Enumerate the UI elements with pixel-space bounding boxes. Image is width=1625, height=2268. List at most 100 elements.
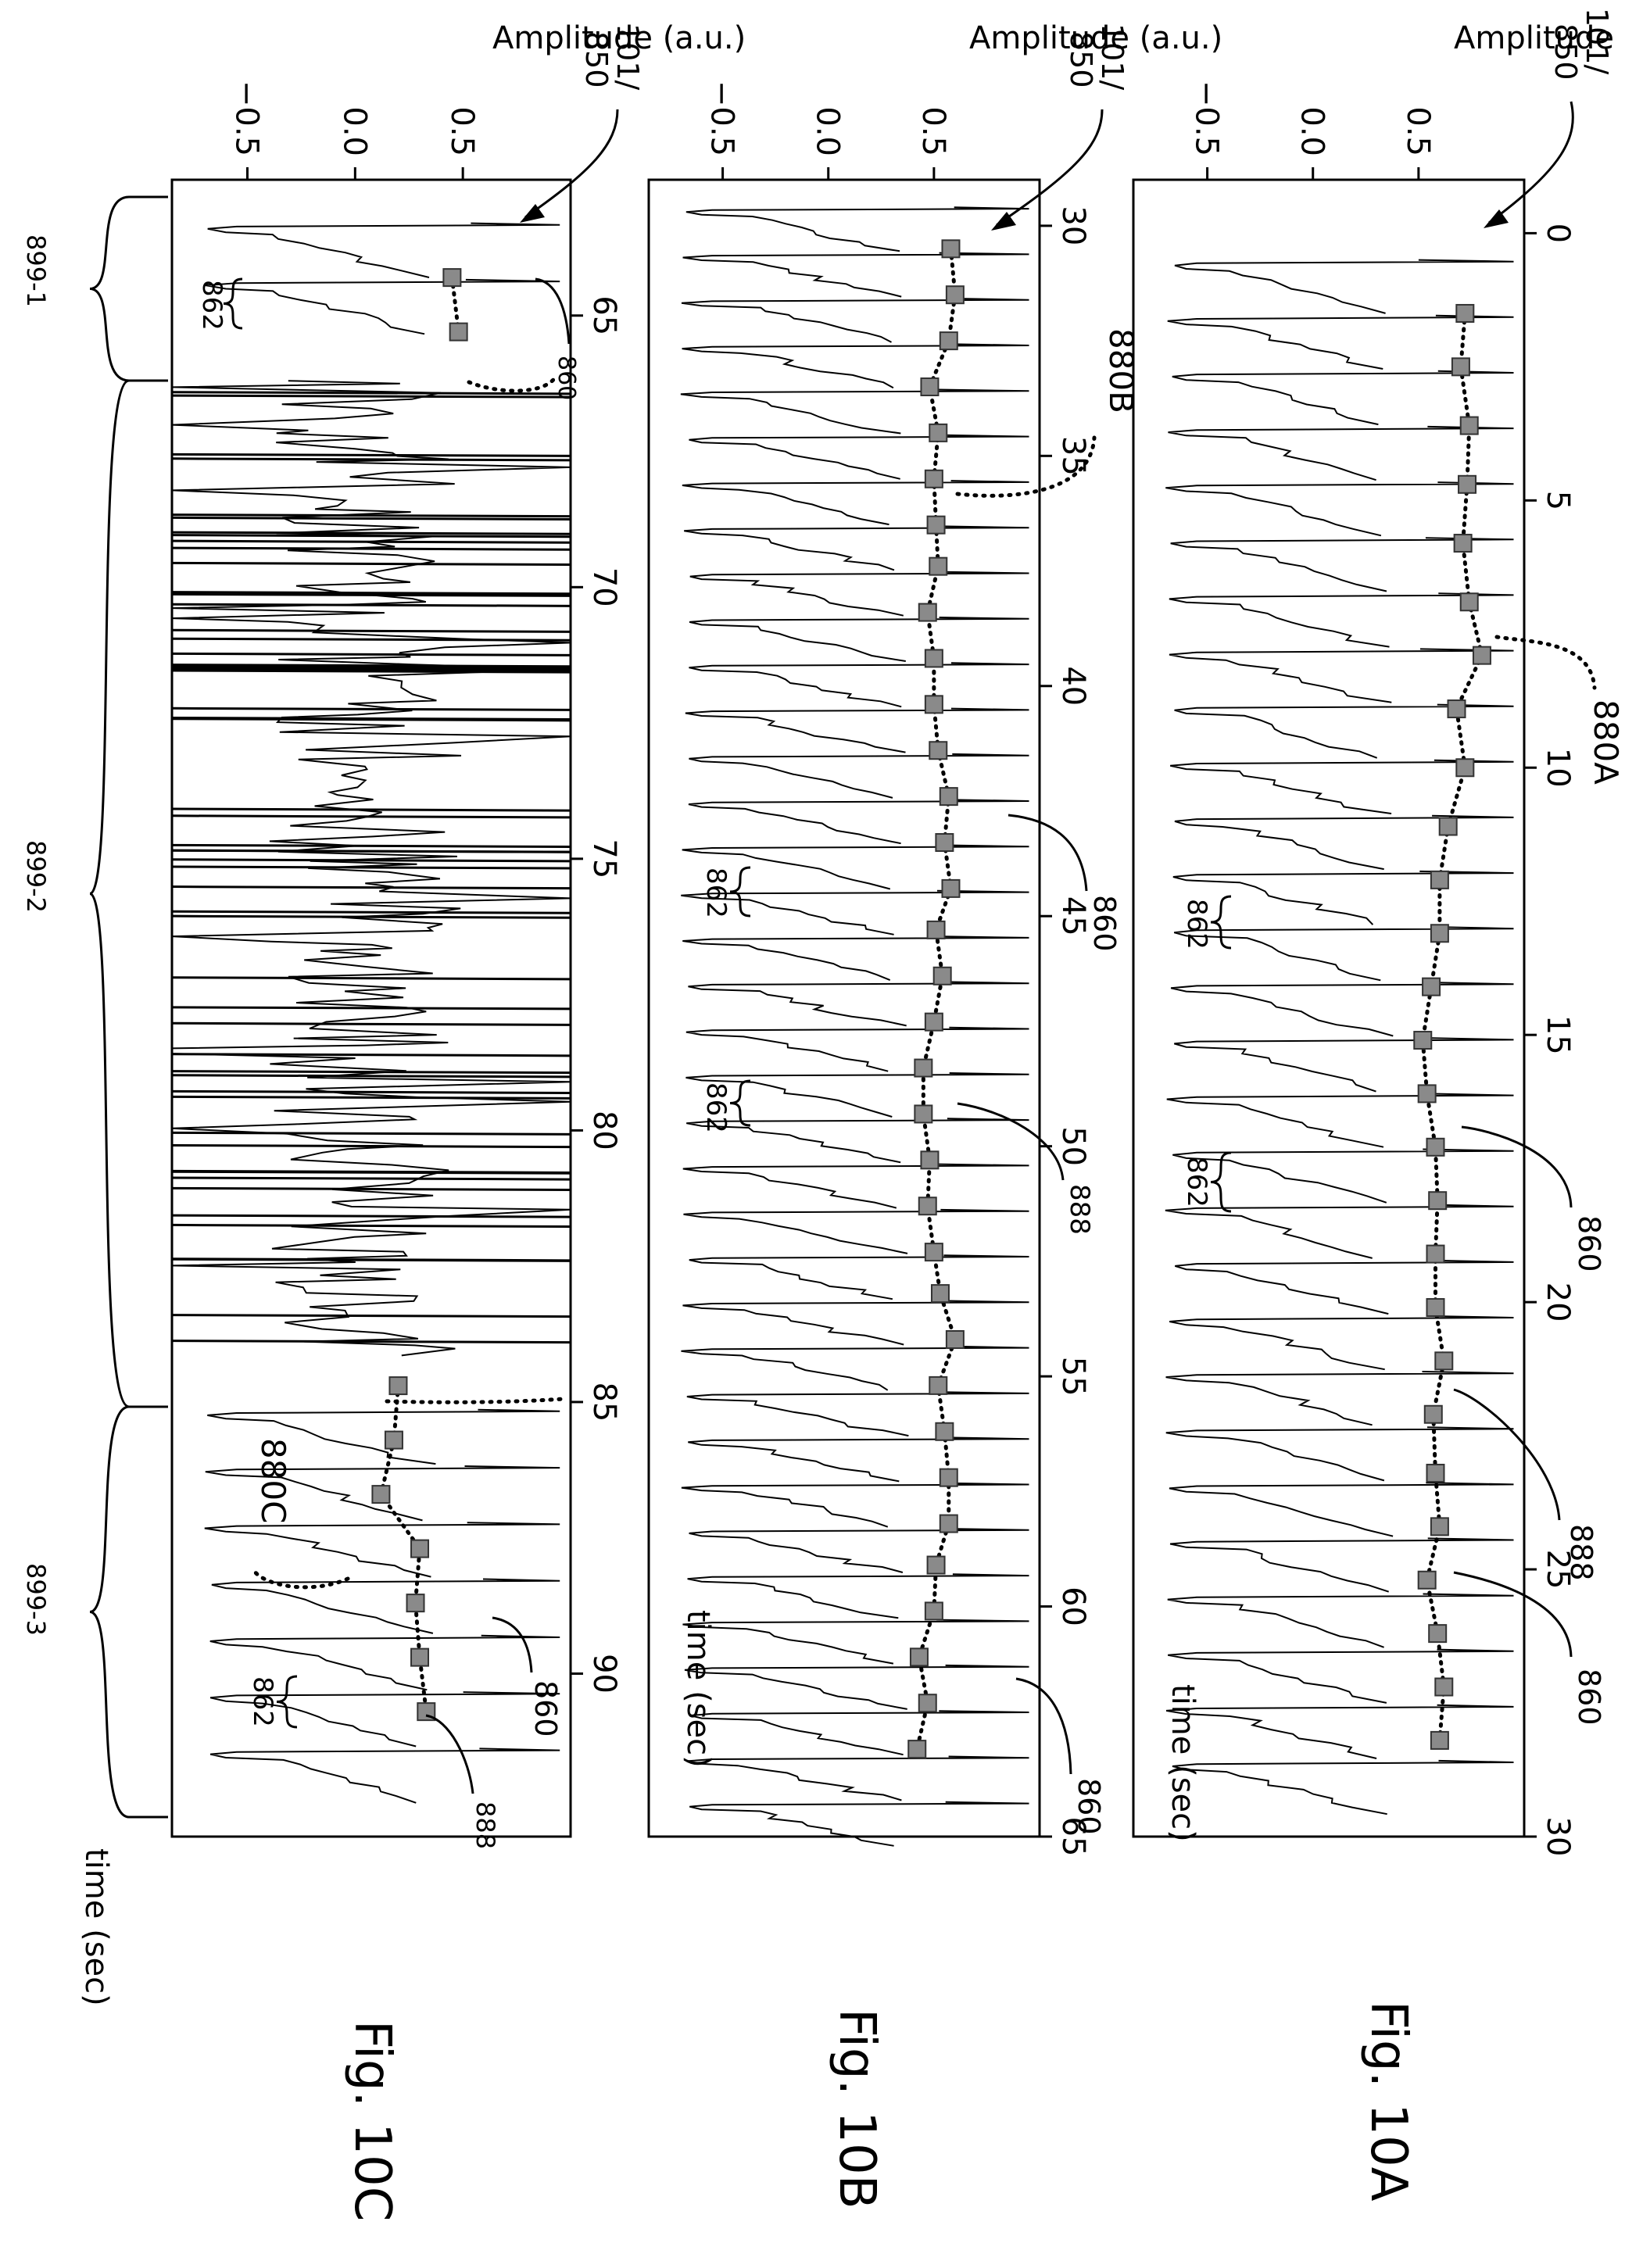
curly-brace <box>276 1675 298 1729</box>
peak-marker <box>1459 592 1479 612</box>
peak-marker <box>939 787 958 807</box>
leader-line <box>1453 1571 1573 1658</box>
artifact-spike <box>171 1070 571 1075</box>
trend-leader <box>252 1569 350 1590</box>
callout-marker: 888 <box>1064 1184 1095 1235</box>
plot-frame <box>647 178 1041 1838</box>
curly-brace <box>223 277 243 330</box>
brace-label: 862 <box>1181 1157 1212 1207</box>
y-tick-label: 0.0 <box>810 106 846 156</box>
callout-beat: 860 <box>528 1680 563 1737</box>
leader-line <box>492 1616 533 1673</box>
peak-marker <box>914 1058 933 1078</box>
callout-marker: 888 <box>471 1801 500 1849</box>
signal-trace <box>204 222 560 1804</box>
peak-marker <box>918 603 937 622</box>
y-tick-label: −0.5 <box>1189 80 1225 156</box>
x-tick-label: 35 <box>1055 436 1091 476</box>
peak-marker <box>929 1375 948 1395</box>
trend-leader <box>1494 635 1597 690</box>
peak-marker <box>1451 357 1470 377</box>
segment-bracket <box>89 1405 168 1819</box>
peak-marker <box>442 268 462 288</box>
axis-ticks: 65 70 75 80 85 90 −0.5 0.0 0.5 <box>228 80 622 1694</box>
trend-leader <box>467 373 559 393</box>
callout-sensor-sub: 850 <box>1548 23 1583 80</box>
peak-marker <box>406 1594 425 1613</box>
peak-markers <box>371 268 468 1722</box>
artifact-spike <box>171 667 571 672</box>
peak-marker <box>939 1468 958 1487</box>
artifact-spike <box>171 652 571 656</box>
peak-marker <box>1423 1404 1443 1424</box>
y-tick-label: 0.5 <box>1400 106 1436 156</box>
callout-trend-a: 880A <box>1587 699 1625 785</box>
y-tick-label: −0.5 <box>704 80 740 156</box>
beat-pair-braces: 862 862 <box>700 866 751 1133</box>
artifact-spike <box>171 669 571 674</box>
x-tick-label: 90 <box>586 1654 622 1694</box>
artifact-spike <box>171 394 571 399</box>
trend-line <box>1420 311 1484 1743</box>
x-tick-label: 80 <box>586 1111 622 1150</box>
brace-label: 862 <box>1181 899 1212 950</box>
leader-line <box>1453 1388 1561 1521</box>
x-tick-label: 0 <box>1540 224 1576 243</box>
artifact-spike <box>171 1074 571 1079</box>
panel-10b: 30 35 40 45 50 55 60 65 −0.5 0.0 0.5 Amplitude (a.… <box>647 20 1222 2209</box>
brace-label: 862 <box>700 867 732 918</box>
artifact-spike <box>171 561 571 566</box>
peak-marker <box>945 1330 965 1349</box>
peak-markers <box>1413 303 1491 1750</box>
artifact-spike <box>171 592 571 597</box>
leader-line <box>535 277 571 345</box>
artifact-spike <box>171 591 571 596</box>
peak-marker <box>924 1601 943 1621</box>
artifact-spike <box>171 391 571 395</box>
callout-trend-c: 880C <box>254 1438 292 1524</box>
callout-marker: 888 <box>1564 1524 1598 1581</box>
x-axis-label: time (sec) <box>78 1848 114 2006</box>
artifact-spike <box>171 1053 571 1057</box>
trend-leader <box>385 1397 565 1404</box>
artifact-spike <box>171 910 571 914</box>
peak-marker <box>1458 474 1477 494</box>
peak-marker <box>924 1012 943 1032</box>
x-tick-label: 20 <box>1540 1282 1576 1322</box>
artifact-spike <box>171 807 571 812</box>
artifact-spike <box>171 603 571 607</box>
axis-ticks: 30 35 40 45 50 55 60 65 −0.5 0.0 0.5 <box>704 80 1091 1857</box>
peak-marker <box>945 285 965 305</box>
x-tick-label: 10 <box>1540 748 1576 788</box>
peak-marker <box>449 322 468 342</box>
leader-line <box>1008 814 1088 892</box>
artifact-spike <box>171 865 571 870</box>
artifact-spike <box>171 1214 571 1218</box>
x-tick-label: 25 <box>1540 1550 1576 1590</box>
y-axis-label: Amplitude (a.u.) <box>969 20 1222 56</box>
artifact-spike <box>171 885 571 890</box>
segment-bracket <box>89 379 168 1408</box>
peak-marker <box>935 1422 954 1441</box>
peak-marker <box>371 1485 391 1504</box>
segment-label: 899-1 <box>21 234 51 307</box>
callout-trend-b: 880B <box>1102 328 1140 413</box>
artifact-spike <box>171 666 571 671</box>
signal-trace <box>680 206 1029 1847</box>
peak-marker <box>1430 1517 1449 1536</box>
artifact-spike <box>171 1095 571 1100</box>
figure-caption: Fig. 10C <box>343 2020 401 2221</box>
artifact-spike <box>171 1223 571 1229</box>
peak-marker <box>1428 1624 1448 1644</box>
peak-marker <box>918 1694 937 1713</box>
peak-marker <box>929 556 948 576</box>
peak-marker <box>926 515 946 535</box>
leader-line <box>1461 1125 1573 1208</box>
curly-brace <box>729 866 751 918</box>
peak-marker <box>1438 817 1458 836</box>
artifact-spike <box>171 1006 571 1011</box>
y-tick-label: 0.0 <box>336 106 372 156</box>
